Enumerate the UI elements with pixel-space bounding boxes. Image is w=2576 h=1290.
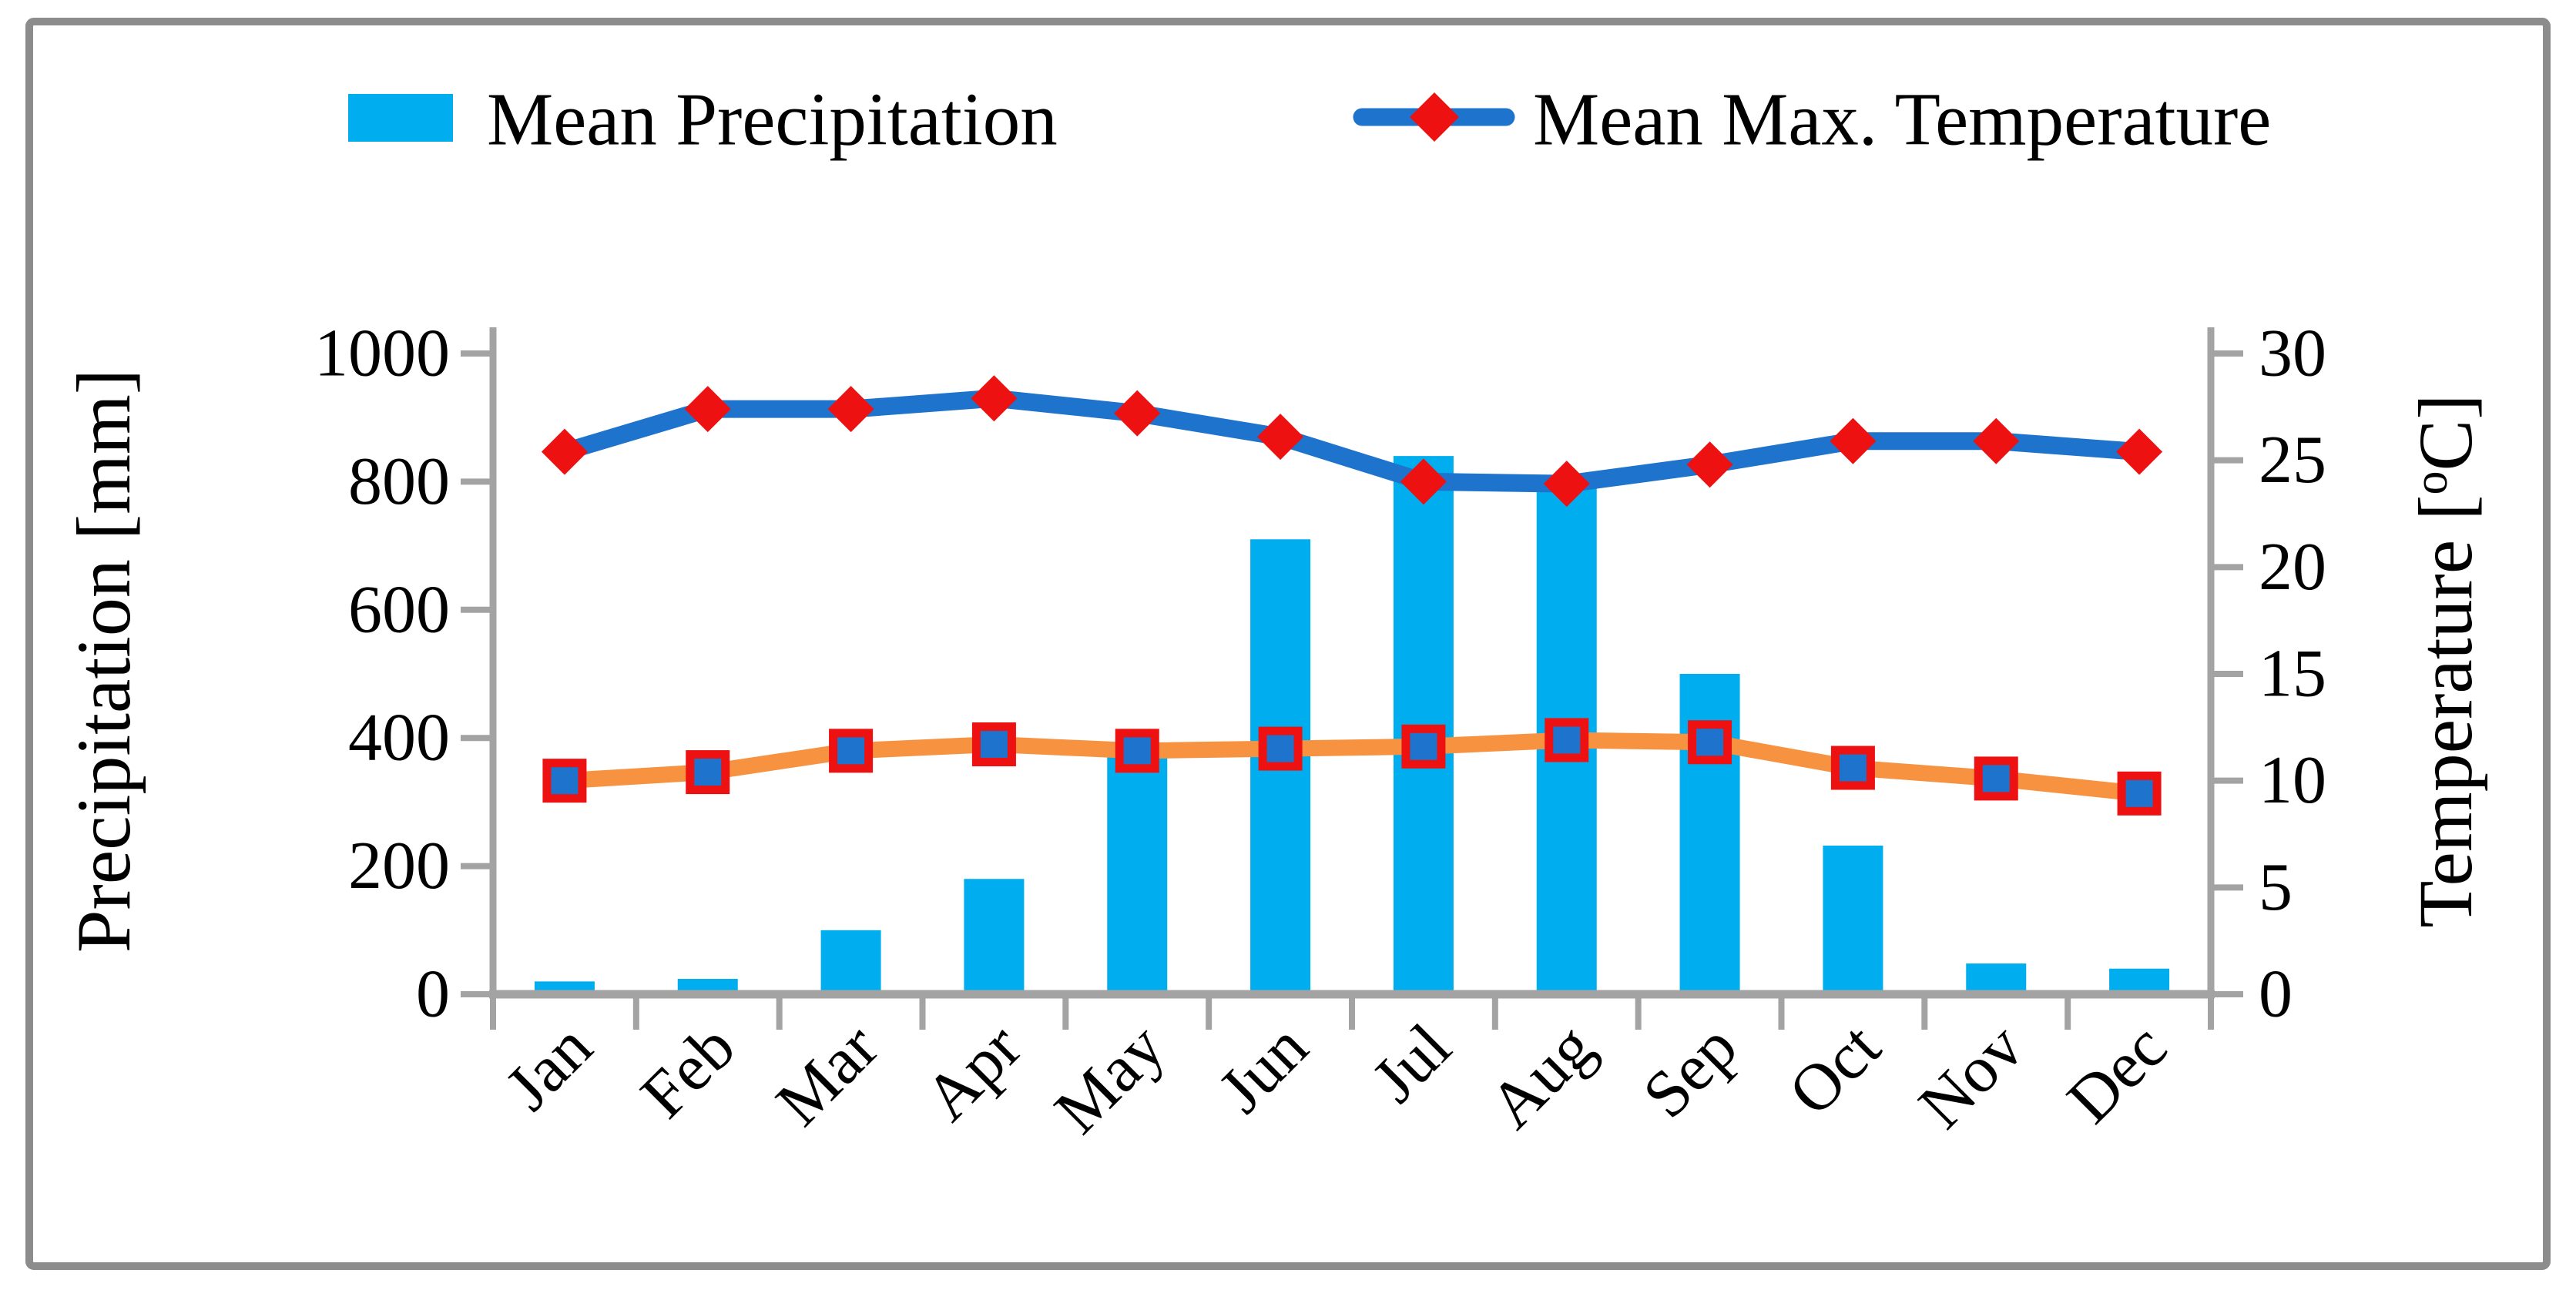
month-label-jun: Jun [1204,1010,1321,1127]
square-marker-feb [686,750,730,795]
right-tick-label-10: 10 [2259,743,2326,818]
left-tick-label-200: 200 [348,829,450,903]
diamond-marker-nov [1973,417,2020,464]
legend-label-temperature: Mean Max. Temperature [1533,79,2271,161]
legend-diamond-icon [1410,92,1459,142]
bar-dec [2109,968,2170,994]
square-marker-jun [1258,726,1303,771]
month-label-may: May [1040,1010,1178,1148]
precipitation-bars [534,456,2170,994]
diamond-marker-oct [1830,417,1877,464]
month-label-dec: Dec [2053,1010,2181,1138]
left-tick-label-1000: 1000 [314,317,450,391]
right-tick-label-5: 5 [2259,850,2293,925]
square-marker-jul [1401,724,1446,769]
diamond-marker-dec [2116,428,2163,475]
square-marker-sep [1688,720,1732,765]
right-tick-label-20: 20 [2259,530,2326,605]
square-marker-apr [971,722,1016,767]
right-tick-label-0: 0 [2259,957,2293,1032]
legend-item-1: Mean Max. Temperature [1353,79,2271,161]
axes [461,327,2243,1030]
bar-apr [964,879,1025,994]
left-axis-title: Precipitation [mm] [61,369,146,953]
diamond-marker-jan [541,428,588,475]
diamond-marker-jun [1257,414,1304,461]
month-label-jul: Jul [1357,1010,1464,1117]
right-axis-title: Temperature [oC] [2403,394,2488,927]
left-tick-label-0: 0 [416,957,450,1032]
bar-nov [1966,963,2027,994]
left-tick-label-400: 400 [348,701,450,776]
unlabeled-line-series [542,718,2162,816]
diamond-marker-feb [684,386,731,433]
right-tick-label-15: 15 [2259,637,2326,712]
diamond-marker-apr [971,375,1018,422]
month-label-sep: Sep [1628,1010,1751,1132]
left-tick-label-600: 600 [348,572,450,647]
legend-label-precipitation: Mean Precipitation [487,79,1058,161]
diamond-marker-aug [1543,461,1590,508]
square-marker-oct [1830,746,1875,790]
bar-may [1107,757,1168,994]
square-marker-may [1115,729,1159,773]
right-tick-label-25: 25 [2259,423,2326,498]
left-tick-label-800: 800 [348,444,450,519]
diamond-marker-jul [1400,458,1447,505]
bar-mar [820,930,881,994]
diamond-marker-may [1114,390,1161,437]
square-marker-dec [2117,771,2162,816]
right-tick-label-30: 30 [2259,317,2326,391]
figure-border [25,18,2551,1270]
diamond-marker-sep [1686,441,1733,488]
square-marker-aug [1545,718,1589,762]
month-label-apr: Apr [910,1010,1035,1134]
square-marker-nov [1974,756,2018,801]
legend-item-0: Mean Precipitation [348,79,1058,161]
square-marker-jan [542,759,587,803]
month-label-jan: Jan [491,1010,605,1124]
diamond-marker-mar [827,386,874,433]
mean-max-temperature-series [541,375,2163,508]
square-marker-mar [829,729,874,773]
legend: Mean Precipitation Mean Max. Temperature [348,79,2271,161]
bar-oct [1823,845,1883,994]
mean-max-temperature-line [555,389,2148,493]
unlabeled-series-line [556,732,2148,802]
legend-swatch-precipitation [348,94,453,142]
month-label-oct: Oct [1774,1009,1894,1129]
month-label-feb: Feb [626,1010,749,1132]
